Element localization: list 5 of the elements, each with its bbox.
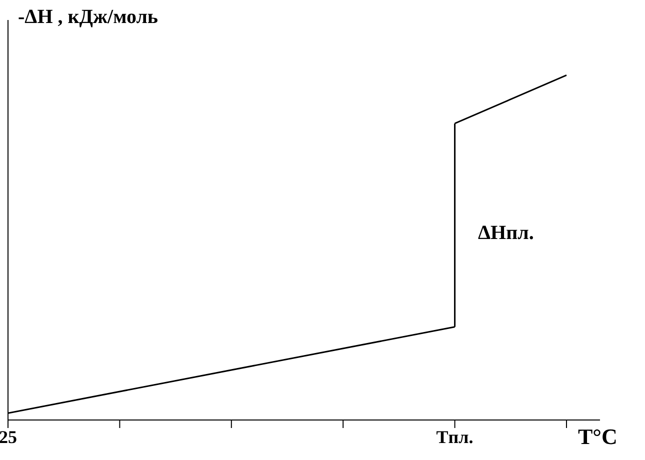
- annotation: ΔHпл.: [478, 222, 534, 245]
- x-axis-title: T°C: [578, 424, 618, 450]
- y-axis-title: -ΔH , кДж/моль: [18, 6, 158, 29]
- x-tick-label: 25: [0, 426, 17, 447]
- x-tick-label: Tпл.: [436, 426, 474, 447]
